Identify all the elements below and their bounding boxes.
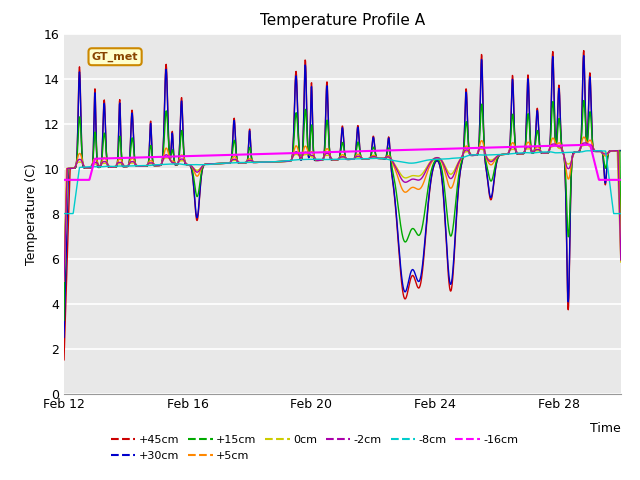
Line: +45cm: +45cm	[64, 50, 621, 360]
+45cm	[418, 273, 426, 279]
-8cm	[60, 211, 68, 216]
-2cm	[60, 278, 68, 284]
0cm	[617, 259, 625, 265]
+30cm	[60, 335, 68, 340]
Line: +15cm: +15cm	[64, 100, 621, 321]
Text: GT_met: GT_met	[92, 51, 138, 62]
+45cm	[356, 151, 364, 157]
-2cm	[93, 160, 100, 166]
+45cm	[299, 142, 307, 148]
+45cm	[617, 148, 625, 154]
0cm	[93, 161, 100, 167]
+15cm	[308, 123, 316, 129]
0cm	[299, 153, 307, 158]
0cm	[540, 150, 548, 156]
+30cm	[617, 148, 625, 154]
Title: Temperature Profile A: Temperature Profile A	[260, 13, 425, 28]
+30cm	[540, 150, 548, 156]
-8cm	[593, 148, 601, 154]
+45cm	[93, 156, 100, 162]
-16cm	[299, 150, 307, 156]
+15cm	[356, 151, 364, 157]
-8cm	[617, 211, 625, 216]
+15cm	[617, 239, 625, 245]
-16cm	[617, 177, 625, 183]
+15cm	[418, 226, 426, 232]
-2cm	[356, 154, 364, 160]
+30cm	[356, 152, 364, 157]
-16cm	[540, 143, 548, 149]
-16cm	[418, 146, 426, 152]
+5cm	[418, 183, 426, 189]
0cm	[308, 154, 316, 160]
+15cm	[299, 147, 307, 153]
+30cm	[299, 143, 307, 148]
-8cm	[93, 164, 100, 170]
-16cm	[308, 150, 316, 156]
0cm	[418, 171, 426, 177]
-8cm	[299, 156, 307, 162]
+5cm	[617, 254, 625, 260]
Line: -2cm: -2cm	[64, 143, 621, 281]
Line: +5cm: +5cm	[64, 137, 621, 281]
+45cm	[60, 357, 68, 363]
+45cm	[580, 48, 588, 53]
+5cm	[299, 150, 307, 156]
+15cm	[93, 152, 100, 158]
-8cm	[540, 149, 548, 155]
+5cm	[580, 134, 588, 140]
-2cm	[299, 152, 307, 157]
-8cm	[418, 158, 426, 164]
+5cm	[93, 157, 100, 163]
+45cm	[308, 88, 316, 94]
-16cm	[60, 177, 68, 183]
-2cm	[617, 257, 625, 263]
+30cm	[418, 267, 426, 273]
0cm	[583, 141, 591, 146]
-8cm	[308, 156, 316, 162]
-2cm	[418, 175, 426, 181]
-16cm	[356, 148, 364, 154]
+30cm	[580, 53, 588, 59]
-2cm	[308, 153, 316, 158]
+30cm	[93, 156, 100, 162]
+30cm	[308, 92, 316, 97]
+15cm	[540, 150, 548, 156]
+45cm	[540, 150, 548, 156]
Text: Time: Time	[590, 422, 621, 435]
Legend: +45cm, +30cm, +15cm, +5cm, 0cm, -2cm, -8cm, -16cm: +45cm, +30cm, +15cm, +5cm, 0cm, -2cm, -8…	[111, 435, 518, 461]
Line: -8cm: -8cm	[64, 151, 621, 214]
0cm	[60, 278, 68, 284]
Line: -16cm: -16cm	[64, 145, 621, 180]
-16cm	[586, 142, 594, 148]
-2cm	[540, 150, 548, 156]
Y-axis label: Temperature (C): Temperature (C)	[25, 163, 38, 264]
-8cm	[356, 156, 364, 162]
+5cm	[540, 150, 548, 156]
+5cm	[356, 153, 364, 159]
+5cm	[60, 278, 68, 284]
+15cm	[60, 318, 68, 324]
+15cm	[580, 97, 588, 103]
Line: +30cm: +30cm	[64, 56, 621, 337]
Line: 0cm: 0cm	[64, 144, 621, 281]
0cm	[356, 154, 364, 160]
-2cm	[582, 140, 589, 146]
+5cm	[308, 149, 316, 155]
-16cm	[93, 156, 100, 162]
